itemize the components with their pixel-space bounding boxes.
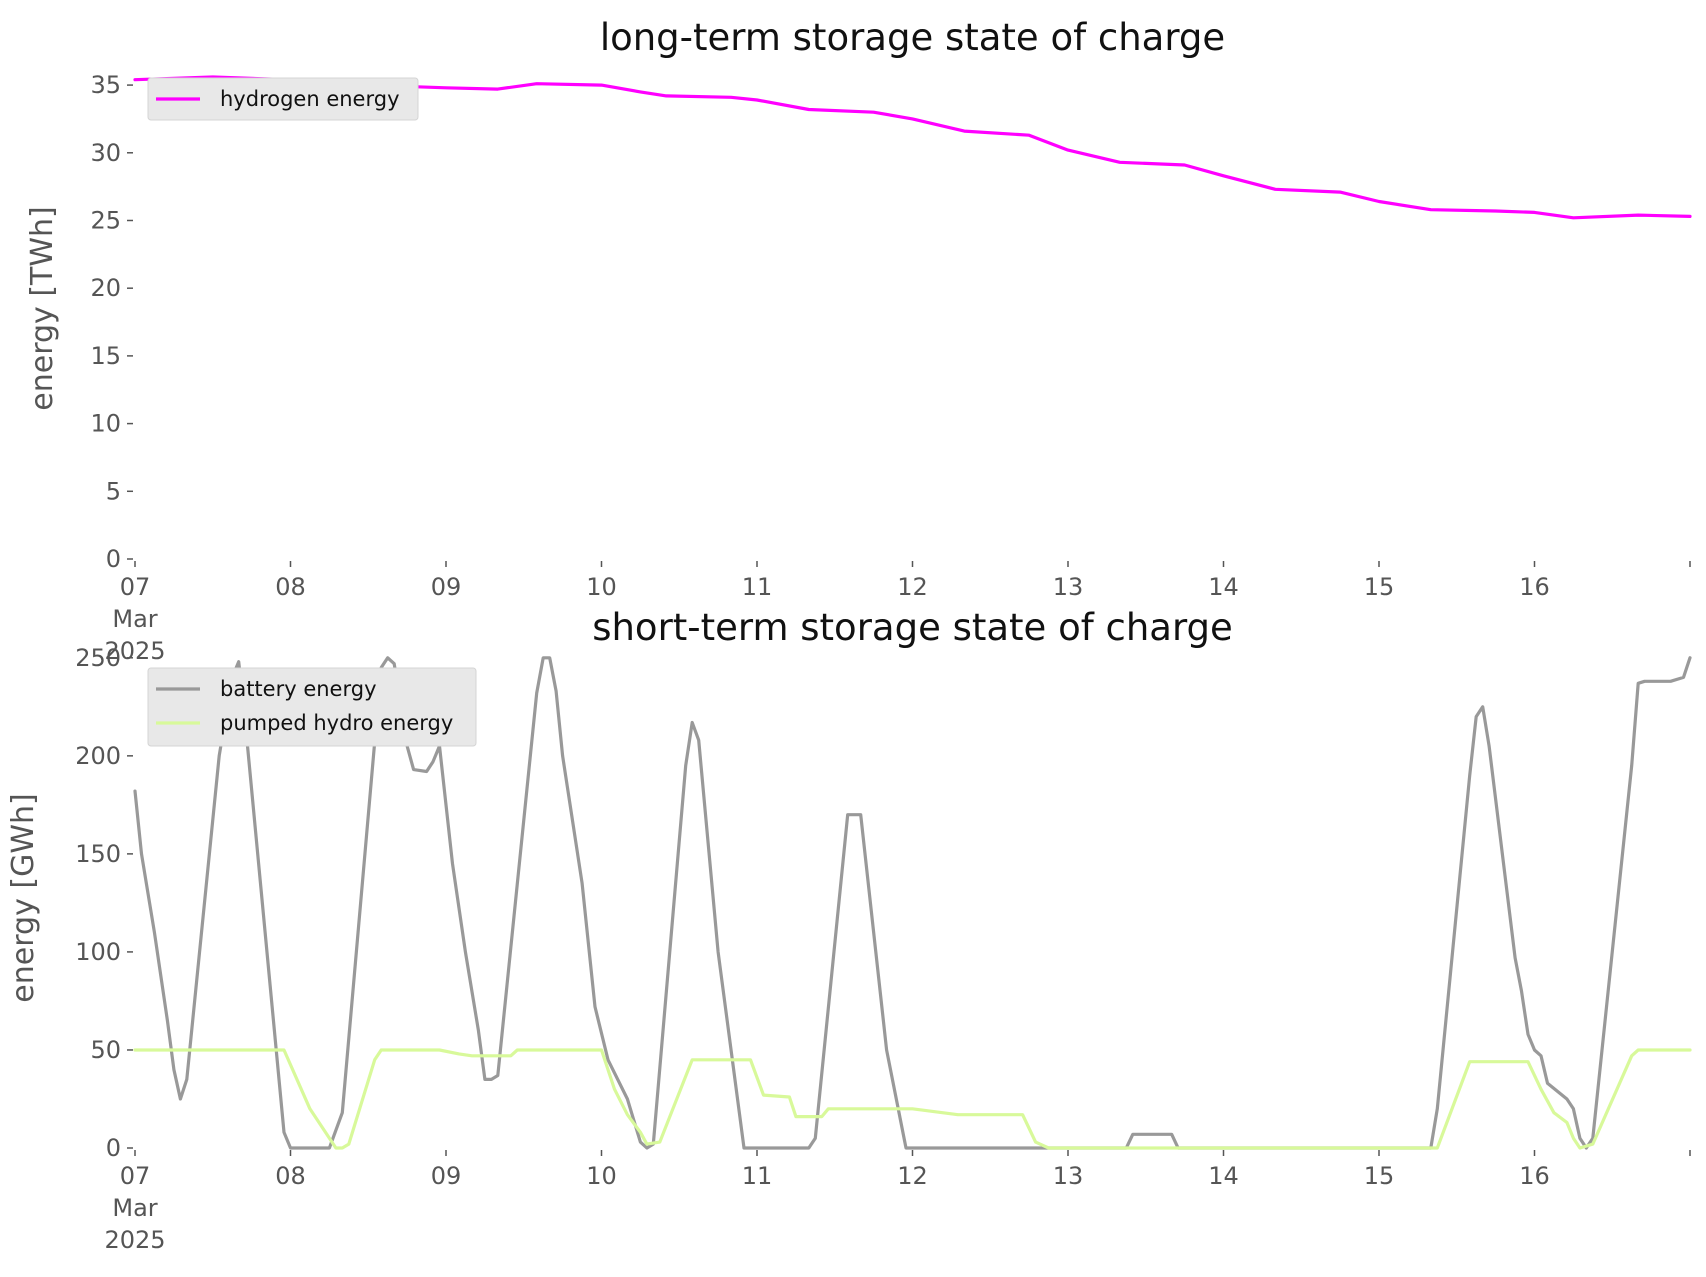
series-line-battery-energy: [133, 656, 1692, 1150]
x-tick-label: 09: [431, 1162, 462, 1190]
series-line-pumped-hydro-energy: [133, 1048, 1692, 1150]
legend: battery energy pumped hydro energy: [147, 667, 477, 747]
y-tick-label: 100: [75, 938, 121, 966]
y-axis-label: energy [TWh]: [25, 206, 60, 410]
x-tick-label: 13: [1053, 1162, 1084, 1190]
y-tick-label: 250: [75, 644, 121, 672]
x-tick-label: 08: [275, 573, 306, 601]
x-tick-label: 12: [897, 573, 928, 601]
long-term-storage-chart: long-term storage state of charge energy …: [25, 16, 1692, 665]
x-tick-label: 16: [1519, 573, 1550, 601]
y-tick-label: 0: [106, 545, 121, 573]
x-tick-label: 07 Mar 2025: [104, 1162, 165, 1254]
x-tick-label: 10: [586, 1162, 617, 1190]
x-tick-label: 11: [742, 1162, 773, 1190]
y-axis-label: energy [GWh]: [6, 793, 41, 1002]
chart-title: short-term storage state of charge: [592, 606, 1233, 649]
x-tick-label: 10: [586, 573, 617, 601]
legend-box: [147, 667, 477, 747]
chart-title: long-term storage state of charge: [600, 16, 1225, 59]
y-tick-label: 5: [106, 477, 121, 505]
y-tick-label: 30: [90, 139, 121, 167]
x-tick-label: 12: [897, 1162, 928, 1190]
y-tick-label: 35: [90, 71, 121, 99]
y-tick-label: 50: [90, 1036, 121, 1064]
x-tick-label: 16: [1519, 1162, 1550, 1190]
y-tick-label: 10: [90, 410, 121, 438]
x-tick-label: 15: [1364, 573, 1395, 601]
legend: hydrogen energy: [147, 77, 419, 121]
x-tick-label: 07 Mar 2025: [104, 573, 165, 665]
y-tick-label: 25: [90, 206, 121, 234]
legend-entry: hydrogen energy: [220, 87, 400, 111]
x-tick-label: 09: [431, 573, 462, 601]
y-tick-label: 15: [90, 342, 121, 370]
x-tick-label: 08: [275, 1162, 306, 1190]
x-tick-label: 13: [1053, 573, 1084, 601]
short-term-storage-chart: short-term storage state of charge energy…: [6, 606, 1692, 1254]
x-tick-label: 14: [1208, 573, 1239, 601]
y-tick-label: 20: [90, 274, 121, 302]
x-tick-label: 14: [1208, 1162, 1239, 1190]
y-tick-label: 0: [106, 1134, 121, 1162]
y-tick-label: 200: [75, 742, 121, 770]
legend-entry: pumped hydro energy: [220, 711, 453, 735]
legend-entry: battery energy: [220, 677, 377, 701]
x-tick-label: 15: [1364, 1162, 1395, 1190]
series-line-hydrogen-energy: [133, 75, 1692, 220]
x-tick-label: 11: [742, 573, 773, 601]
legend-box: [147, 77, 419, 121]
y-tick-label: 150: [75, 840, 121, 868]
